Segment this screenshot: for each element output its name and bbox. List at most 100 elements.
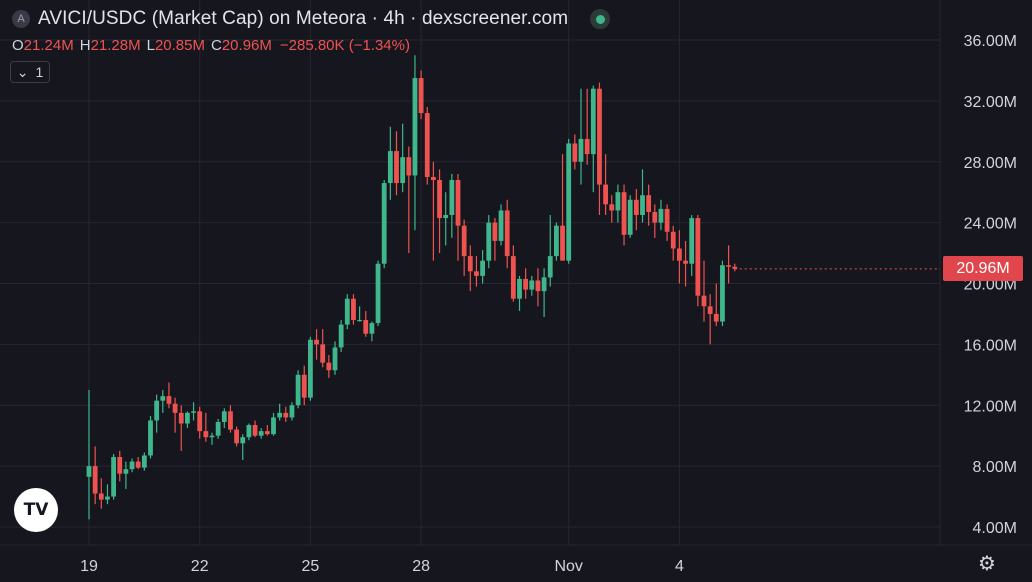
candle-body [228, 411, 233, 430]
candle-body [504, 210, 510, 257]
candle-body [707, 306, 713, 314]
candle-body [652, 211, 658, 223]
candle-body [178, 412, 184, 424]
y-tick-label: 32.00M [964, 94, 1017, 111]
candle-body [105, 496, 110, 500]
gear-icon[interactable]: ⚙ [978, 553, 996, 575]
candle-body [554, 225, 559, 257]
candle-body [289, 405, 295, 418]
candle-body [234, 429, 239, 444]
candle-body [590, 88, 596, 155]
candle-body [658, 208, 664, 223]
x-tick-label: 4 [675, 558, 684, 575]
candle-body [467, 256, 473, 272]
candle-body [375, 263, 381, 324]
candle-body [566, 143, 572, 261]
candle-body [308, 339, 313, 398]
candle-body [357, 320, 362, 322]
candle-body [498, 210, 504, 241]
candle-body [627, 199, 633, 235]
y-tick-label: 24.00M [964, 216, 1017, 233]
candle-body [154, 400, 160, 421]
x-tick-label: 28 [412, 558, 430, 575]
candle-body [615, 192, 621, 211]
candle-body [584, 138, 590, 155]
y-tick-label: 12.00M [964, 398, 1017, 415]
candle-body [271, 417, 276, 435]
candle-body [166, 396, 172, 404]
indicators-toggle-button[interactable]: ⌄ 1 [10, 61, 50, 83]
candle-body [720, 265, 725, 322]
candle-body [529, 280, 535, 290]
candle-body [621, 192, 627, 235]
change-value: −285.80K (−1.34%) [279, 37, 410, 54]
x-tick-label: 19 [80, 558, 98, 575]
candle-body [351, 298, 356, 321]
candle-body [541, 277, 547, 292]
candle-body [572, 143, 578, 162]
y-tick-label: 16.00M [964, 337, 1017, 354]
open-value: 21.24M [23, 37, 74, 54]
candle-body [449, 180, 455, 216]
candle-body [117, 456, 123, 474]
candle-body [172, 403, 178, 413]
candle-body [246, 425, 252, 438]
candle-body [578, 138, 584, 162]
candle-body [258, 431, 264, 436]
candle-body [406, 157, 412, 176]
candle-body [381, 183, 387, 264]
chart-title: AVICI/USDC (Market Cap) on Meteora · 4h … [38, 8, 569, 29]
candle-body [98, 493, 104, 500]
candle-body [240, 437, 246, 444]
low-label: L [146, 37, 155, 54]
candle-body [677, 248, 682, 261]
x-tick-label: 25 [302, 558, 320, 575]
candle-body [400, 157, 406, 184]
candle-body [185, 412, 190, 424]
candle-body [474, 271, 479, 276]
candle-body [129, 461, 135, 470]
candle-body [689, 218, 695, 264]
y-tick-label: 36.00M [964, 33, 1017, 50]
candle-body [314, 339, 319, 345]
candle-body [363, 320, 369, 334]
candle-body [664, 208, 670, 232]
candle-body [510, 256, 516, 299]
candle-body [92, 466, 98, 494]
x-tick-label: Nov [554, 558, 582, 575]
candle-body [535, 280, 541, 292]
ohlc-readout: O21.24M H21.28M L20.85M C20.96M −285.80K… [12, 37, 410, 54]
candle-body [633, 199, 639, 216]
live-status-icon[interactable] [590, 9, 611, 29]
candle-body [191, 411, 196, 413]
candle-body [412, 78, 418, 176]
x-axis: 19 22 25 28 Nov 4 [80, 558, 684, 575]
candle-body [492, 222, 498, 241]
last-price-label: 20.96M [943, 256, 1023, 281]
candle-body [560, 225, 565, 261]
candle-body [148, 420, 153, 456]
tradingview-logo-icon[interactable]: TV [14, 488, 58, 532]
candle-body [597, 88, 602, 185]
candle-body [123, 469, 129, 474]
candle-body [683, 260, 688, 264]
symbol-icon[interactable]: A [12, 10, 30, 28]
candle-body [486, 222, 492, 261]
y-axis: 4.00M8.00M12.00M16.00M20.00M24.00M28.00M… [964, 33, 1017, 537]
candle-body [160, 396, 166, 401]
candle-body [141, 455, 147, 468]
candle-body [646, 195, 652, 212]
candle-body [431, 176, 436, 181]
candle-body [480, 260, 485, 276]
candle-body [461, 225, 467, 257]
candle-body [86, 466, 92, 477]
candle-body [203, 431, 209, 438]
candle-body [547, 256, 553, 278]
candle-body [320, 344, 326, 363]
candle-body [252, 425, 258, 436]
candle-body [301, 374, 307, 398]
candle-body [264, 431, 270, 435]
indicator-count: 1 [35, 64, 44, 80]
candle-body [332, 347, 338, 371]
